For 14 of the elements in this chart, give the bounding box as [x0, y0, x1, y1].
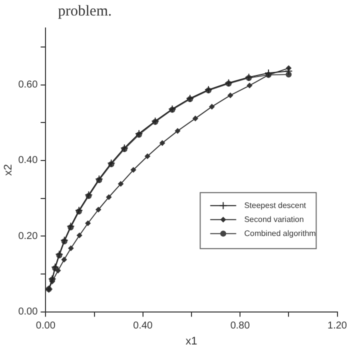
x-axis-title: x1 — [186, 335, 198, 348]
x-tick-label: 0.80 — [230, 320, 250, 332]
x-tick-label: 0.00 — [36, 320, 56, 332]
y-tick-label: 0.20 — [18, 230, 38, 242]
x-tick-label: 0.40 — [133, 320, 154, 332]
x-tick-label: 1.20 — [328, 320, 348, 332]
legend-label: Steepest descent — [244, 200, 307, 210]
y-tick-label: 0.60 — [18, 80, 38, 91]
y-axis-title: x2 — [2, 164, 15, 176]
legend-label: Second variation — [244, 214, 304, 224]
text: problem. — [58, 3, 112, 20]
y-tick-label: 0.00 — [18, 306, 38, 318]
y-tick-label: 0.40 — [18, 155, 38, 166]
legend-label: Combined algorithm — [244, 228, 316, 238]
